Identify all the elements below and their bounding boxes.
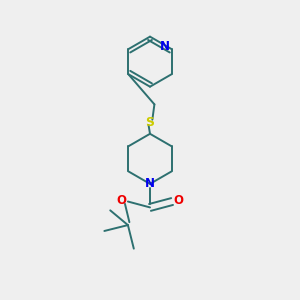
Text: S: S — [146, 116, 154, 128]
Text: N: N — [160, 40, 170, 53]
Text: O: O — [174, 194, 184, 207]
Text: O: O — [116, 194, 126, 207]
Text: N: N — [145, 177, 155, 190]
